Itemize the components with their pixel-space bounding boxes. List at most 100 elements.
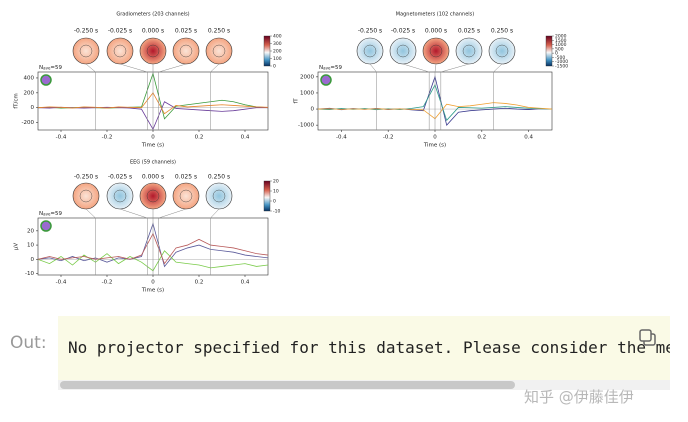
topomap-contour	[179, 189, 193, 203]
x-tick-label: 0	[433, 135, 437, 141]
topomap-connector	[119, 208, 148, 219]
topomap-head	[389, 37, 417, 65]
x-axis-label: Time (s)	[141, 143, 164, 149]
colorbar-tick-label: 1000	[555, 42, 567, 48]
nave-sub: ave	[43, 66, 51, 71]
colorbar	[263, 35, 271, 67]
topomap-head	[205, 37, 233, 65]
colorbar-tick-label: 100	[273, 56, 282, 62]
y-tick-label: 20	[27, 228, 34, 234]
colorbar-tick-label: 0	[273, 199, 276, 205]
colorbar-tick-label: -1500	[555, 64, 568, 70]
x-tick-label: 0.4	[524, 135, 533, 141]
chart-title: Magnetometers (102 channels)	[396, 12, 475, 18]
colorbar-tick-label: 0	[273, 64, 276, 70]
topomap-connector	[85, 208, 96, 219]
colorbar-tick-label: -10	[273, 209, 280, 215]
topomap-head	[106, 37, 134, 65]
chart-title: EEG (59 channels)	[130, 160, 176, 166]
colorbar-tick-label: 200	[273, 49, 282, 55]
topomap-head	[72, 182, 100, 210]
x-tick-label: -0.2	[102, 280, 113, 286]
topomap-contour	[79, 44, 93, 58]
colorbar	[545, 35, 553, 67]
copy-button[interactable]	[638, 328, 658, 348]
colorbar-tick-label: 1500	[555, 38, 567, 44]
topomap-time-label: 0.025 s	[458, 28, 480, 35]
nave-n: N	[39, 211, 43, 217]
topomap-contour	[79, 189, 93, 203]
nave-n: N	[319, 65, 323, 71]
topomap-head	[488, 37, 516, 65]
sensor-legend	[320, 74, 332, 86]
colorbar-tick-label: 20	[273, 179, 279, 185]
topomap-time-label: -0.025 s	[108, 28, 132, 35]
topomap-head	[455, 37, 483, 65]
x-tick-label: 0.4	[241, 280, 250, 286]
nave-label: Nave=59	[39, 211, 63, 217]
topomap-head	[172, 182, 200, 210]
colorbar-tick-label: 2000	[555, 34, 567, 40]
nave-rest: =59	[50, 211, 62, 217]
topomap-contour	[146, 44, 160, 58]
y-tick-label: -200	[22, 120, 35, 126]
topomap-connector	[402, 63, 430, 73]
nave-sub: ave	[43, 212, 51, 217]
topomap-connector	[85, 63, 96, 73]
topomap-head	[139, 182, 167, 210]
y-tick-label: 200	[24, 90, 35, 96]
scrollbar[interactable]	[58, 380, 670, 390]
topomap-time-label: -0.250 s	[74, 174, 98, 181]
y-tick-label: 0	[31, 105, 35, 111]
colorbar-tick-label: 500	[555, 46, 564, 52]
topomap-contour	[363, 44, 377, 58]
y-axis-label: fT/cm	[14, 93, 20, 109]
topomap-time-label: 0.250 s	[208, 174, 230, 181]
colorbar-tick-label: 0	[555, 51, 558, 57]
topomap-time-label: 0.250 s	[208, 28, 230, 35]
topomap-contour	[146, 189, 160, 203]
topomap-connector	[434, 63, 437, 73]
figure: Gradiometers (203 channels)4002000-200-0…	[14, 12, 569, 294]
scroll-thumb[interactable]	[60, 381, 515, 389]
x-tick-label: -0.4	[336, 135, 347, 141]
x-tick-label: 0	[151, 280, 155, 286]
topomap-contour	[429, 44, 443, 58]
topomap-time-label: 0.250 s	[491, 28, 513, 35]
nave-n: N	[39, 65, 43, 71]
x-tick-label: 0.2	[195, 280, 204, 286]
y-tick-label: -10	[25, 271, 34, 277]
nave-label: Nave=59	[319, 65, 343, 71]
topomap-connector	[210, 208, 220, 219]
topomap-contour	[113, 44, 127, 58]
topomap-connector	[210, 63, 220, 73]
x-tick-label: 0.4	[241, 135, 250, 141]
topomap-connector	[158, 63, 187, 73]
code-text: No projector specified for this dataset.…	[68, 338, 670, 357]
topomap-connector	[440, 63, 470, 73]
topomap-contour	[396, 44, 410, 58]
topomap-time-label: 0.025 s	[175, 28, 197, 35]
topomap-head	[72, 37, 100, 65]
chart-title: Gradiometers (203 channels)	[116, 12, 189, 18]
topomap-connector	[493, 63, 503, 73]
sensor-legend	[40, 74, 52, 86]
x-tick-label: -0.4	[56, 280, 67, 286]
topomap-contour	[113, 189, 127, 203]
y-tick-label: 0	[31, 257, 35, 263]
topomap-contour	[212, 44, 226, 58]
nave-sub: ave	[323, 66, 331, 71]
topomap-connector	[158, 208, 187, 219]
topomap-time-label: 0.000 s	[142, 174, 164, 181]
watermark: 知乎 @伊藤佳伊	[524, 388, 634, 406]
x-tick-label: 0	[151, 135, 155, 141]
x-axis-label: Time (s)	[423, 143, 446, 149]
y-tick-label: 1000	[300, 90, 314, 96]
topomap-head	[356, 37, 384, 65]
topomap-time-label: -0.250 s	[358, 28, 382, 35]
colorbar-tick-label: -500	[555, 55, 565, 61]
x-axis-label: Time (s)	[141, 288, 164, 294]
y-axis-label: µV	[14, 243, 20, 250]
topomap-time-label: 0.025 s	[175, 174, 197, 181]
